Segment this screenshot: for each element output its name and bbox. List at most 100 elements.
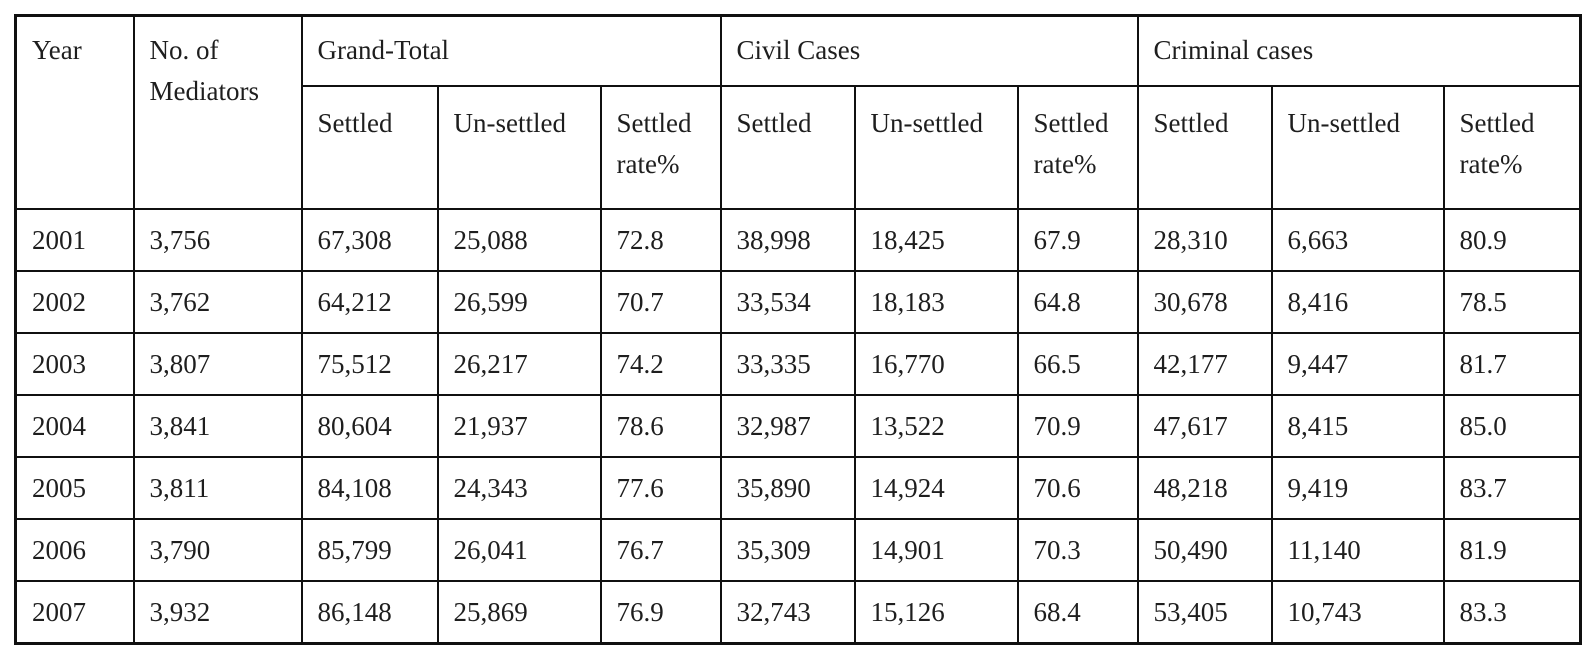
cell-civil-settled: 33,534 bbox=[719, 270, 856, 334]
table-row: 2006 3,790 85,799 26,041 76.7 35,309 14,… bbox=[14, 518, 1582, 582]
header-grand-unsettled: Un-settled bbox=[436, 85, 602, 210]
cell-criminal-unsettled: 8,415 bbox=[1270, 394, 1445, 458]
cell-year: 2002 bbox=[14, 270, 135, 334]
cell-mediators: 3,841 bbox=[132, 394, 303, 458]
cell-criminal-unsettled: 8,416 bbox=[1270, 270, 1445, 334]
cell-criminal-settled-rate: 80.9 bbox=[1442, 208, 1582, 272]
table-row: 2007 3,932 86,148 25,869 76.9 32,743 15,… bbox=[14, 580, 1582, 645]
cell-grand-unsettled: 26,599 bbox=[436, 270, 602, 334]
cell-civil-unsettled: 18,183 bbox=[853, 270, 1019, 334]
header-grand-settled-rate: Settled rate% bbox=[599, 85, 722, 210]
cell-civil-settled-rate: 64.8 bbox=[1016, 270, 1139, 334]
cell-criminal-settled-rate: 85.0 bbox=[1442, 394, 1582, 458]
cell-year: 2004 bbox=[14, 394, 135, 458]
cell-civil-settled-rate: 66.5 bbox=[1016, 332, 1139, 396]
header-grand-settled: Settled bbox=[300, 85, 439, 210]
cell-grand-unsettled: 24,343 bbox=[436, 456, 602, 520]
header-civil-settled: Settled bbox=[719, 85, 856, 210]
cell-mediators: 3,932 bbox=[132, 580, 303, 645]
header-row-subcolumns: Settled Un-settled Settled rate% Settled… bbox=[16, 85, 1582, 210]
header-group-grand-total: Grand-Total bbox=[300, 14, 722, 87]
cell-civil-settled-rate: 67.9 bbox=[1016, 208, 1139, 272]
cell-civil-settled: 33,335 bbox=[719, 332, 856, 396]
cell-criminal-unsettled: 6,663 bbox=[1270, 208, 1445, 272]
cell-criminal-unsettled: 10,743 bbox=[1270, 580, 1445, 645]
cell-civil-unsettled: 16,770 bbox=[853, 332, 1019, 396]
header-row-groups: Year No. of Mediators Grand-Total Civil … bbox=[14, 14, 1582, 210]
cell-grand-settled: 84,108 bbox=[300, 456, 439, 520]
cell-civil-settled: 38,998 bbox=[719, 208, 856, 272]
header-criminal-settled-rate: Settled rate% bbox=[1442, 85, 1582, 210]
cell-year: 2003 bbox=[14, 332, 135, 396]
cell-grand-settled: 86,148 bbox=[300, 580, 439, 645]
cell-criminal-settled: 47,617 bbox=[1136, 394, 1273, 458]
cell-year: 2006 bbox=[14, 518, 135, 582]
cell-grand-settled-rate: 78.6 bbox=[599, 394, 722, 458]
cell-mediators: 3,811 bbox=[132, 456, 303, 520]
table-row: 2002 3,762 64,212 26,599 70.7 33,534 18,… bbox=[14, 270, 1582, 334]
cell-criminal-settled: 30,678 bbox=[1136, 270, 1273, 334]
cell-civil-unsettled: 13,522 bbox=[853, 394, 1019, 458]
header-group-criminal-cases: Criminal cases bbox=[1136, 14, 1582, 87]
header-civil-unsettled: Un-settled bbox=[853, 85, 1019, 210]
cell-civil-unsettled: 14,924 bbox=[853, 456, 1019, 520]
cell-civil-settled-rate: 70.6 bbox=[1016, 456, 1139, 520]
cell-mediators: 3,756 bbox=[132, 208, 303, 272]
cell-mediators: 3,762 bbox=[132, 270, 303, 334]
table-row: 2005 3,811 84,108 24,343 77.6 35,890 14,… bbox=[14, 456, 1582, 520]
cell-criminal-settled-rate: 83.7 bbox=[1442, 456, 1582, 520]
cell-grand-unsettled: 25,869 bbox=[436, 580, 602, 645]
table-row: 2001 3,756 67,308 25,088 72.8 38,998 18,… bbox=[14, 208, 1582, 272]
header-group-civil-cases: Civil Cases bbox=[719, 14, 1139, 87]
cell-grand-settled-rate: 70.7 bbox=[599, 270, 722, 334]
cell-grand-settled-rate: 74.2 bbox=[599, 332, 722, 396]
cell-criminal-settled: 48,218 bbox=[1136, 456, 1273, 520]
cell-grand-settled-rate: 76.7 bbox=[599, 518, 722, 582]
cell-criminal-unsettled: 9,447 bbox=[1270, 332, 1445, 396]
cell-mediators: 3,790 bbox=[132, 518, 303, 582]
header-mediators: No. of Mediators bbox=[132, 14, 303, 210]
cell-grand-settled-rate: 76.9 bbox=[599, 580, 722, 645]
cell-grand-settled-rate: 77.6 bbox=[599, 456, 722, 520]
cell-civil-settled: 32,743 bbox=[719, 580, 856, 645]
cell-grand-unsettled: 25,088 bbox=[436, 208, 602, 272]
cell-civil-settled-rate: 68.4 bbox=[1016, 580, 1139, 645]
cell-criminal-settled-rate: 81.7 bbox=[1442, 332, 1582, 396]
cell-year: 2005 bbox=[14, 456, 135, 520]
cell-civil-settled: 35,309 bbox=[719, 518, 856, 582]
mediation-cases-table: Year No. of Mediators Grand-Total Civil … bbox=[14, 14, 1583, 645]
cell-civil-unsettled: 18,425 bbox=[853, 208, 1019, 272]
cell-civil-settled: 32,987 bbox=[719, 394, 856, 458]
cell-grand-unsettled: 21,937 bbox=[436, 394, 602, 458]
table-row: 2004 3,841 80,604 21,937 78.6 32,987 13,… bbox=[14, 394, 1582, 458]
cell-criminal-settled: 28,310 bbox=[1136, 208, 1273, 272]
cell-criminal-settled: 53,405 bbox=[1136, 580, 1273, 645]
cell-grand-settled: 67,308 bbox=[300, 208, 439, 272]
cell-criminal-settled-rate: 78.5 bbox=[1442, 270, 1582, 334]
cell-grand-settled-rate: 72.8 bbox=[599, 208, 722, 272]
cell-year: 2007 bbox=[14, 580, 135, 645]
cell-civil-settled: 35,890 bbox=[719, 456, 856, 520]
cell-civil-settled-rate: 70.3 bbox=[1016, 518, 1139, 582]
header-criminal-settled: Settled bbox=[1136, 85, 1273, 210]
cell-criminal-unsettled: 11,140 bbox=[1270, 518, 1445, 582]
cell-criminal-settled: 50,490 bbox=[1136, 518, 1273, 582]
header-civil-settled-rate: Settled rate% bbox=[1016, 85, 1139, 210]
cell-criminal-settled: 42,177 bbox=[1136, 332, 1273, 396]
cell-grand-settled: 80,604 bbox=[300, 394, 439, 458]
cell-civil-unsettled: 14,901 bbox=[853, 518, 1019, 582]
cell-grand-settled: 75,512 bbox=[300, 332, 439, 396]
cell-grand-settled: 85,799 bbox=[300, 518, 439, 582]
header-criminal-unsettled: Un-settled bbox=[1270, 85, 1445, 210]
cell-civil-unsettled: 15,126 bbox=[853, 580, 1019, 645]
cell-grand-settled: 64,212 bbox=[300, 270, 439, 334]
cell-criminal-unsettled: 9,419 bbox=[1270, 456, 1445, 520]
cell-civil-settled-rate: 70.9 bbox=[1016, 394, 1139, 458]
cell-criminal-settled-rate: 83.3 bbox=[1442, 580, 1582, 645]
table-row: 2003 3,807 75,512 26,217 74.2 33,335 16,… bbox=[14, 332, 1582, 396]
cell-year: 2001 bbox=[14, 208, 135, 272]
cell-mediators: 3,807 bbox=[132, 332, 303, 396]
cell-grand-unsettled: 26,217 bbox=[436, 332, 602, 396]
header-year: Year bbox=[14, 14, 135, 210]
cell-grand-unsettled: 26,041 bbox=[436, 518, 602, 582]
